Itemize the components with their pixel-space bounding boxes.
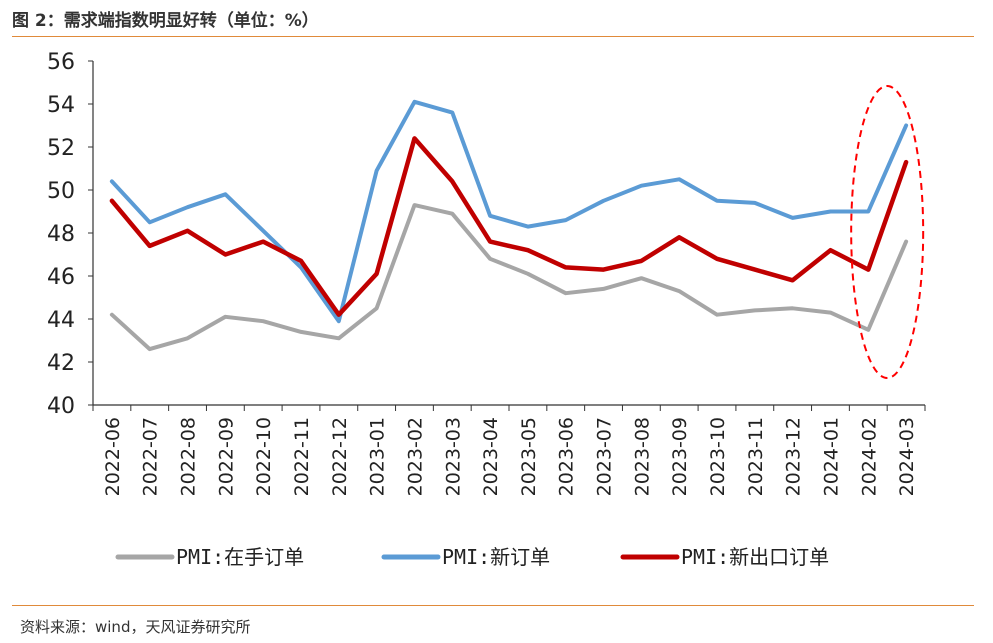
x-tick-label: 2022-10 <box>253 417 275 496</box>
y-tick-label: 56 <box>47 50 75 75</box>
x-tick-label: 2023-01 <box>367 417 389 496</box>
y-tick-label: 48 <box>47 222 75 247</box>
x-tick-label: 2023-02 <box>404 417 426 496</box>
legend-label-3: PMI:新出口订单 <box>681 545 829 569</box>
y-tick-label: 42 <box>47 351 75 376</box>
x-tick-label: 2023-10 <box>707 417 729 496</box>
series-line-1 <box>109 203 909 352</box>
y-tick-label: 52 <box>47 136 75 161</box>
chart-axes: 40 42 44 46 48 50 52 54 56 2022-06 2022-07 2022-08 2… <box>47 50 926 496</box>
series-line-2 <box>109 99 909 324</box>
y-tick-label: 54 <box>47 93 75 118</box>
legend-label-2: PMI:新订单 <box>442 545 550 569</box>
x-tick-label: 2022-06 <box>102 417 124 496</box>
x-tick-label: 2022-11 <box>291 417 313 496</box>
x-tick-label: 2023-03 <box>442 417 464 496</box>
x-tick-label: 2023-05 <box>518 417 540 496</box>
y-tick-label: 40 <box>47 394 75 419</box>
y-tick-label: 44 <box>47 308 75 333</box>
figure-title: 图 2：需求端指数明显好转（单位：%） <box>12 11 319 31</box>
x-tick-label: 2022-07 <box>140 417 162 496</box>
y-tick-label: 50 <box>47 179 75 204</box>
x-tick-label: 2024-01 <box>820 417 842 496</box>
x-tick-label: 2023-12 <box>783 417 805 496</box>
x-tick-label: 2023-07 <box>594 417 616 496</box>
x-tick-label: 2023-08 <box>631 417 653 496</box>
x-tick-label: 2022-12 <box>329 417 351 496</box>
series-line-3 <box>109 136 909 317</box>
x-tick-label: 2023-04 <box>480 417 502 496</box>
y-tick-label: 46 <box>47 265 75 290</box>
x-tick-label: 2023-06 <box>556 417 578 496</box>
highlight-ellipse <box>850 85 925 379</box>
source-note: 资料来源：wind，天风证券研究所 <box>20 618 251 636</box>
legend-label-1: PMI:在手订单 <box>176 545 304 569</box>
x-tick-label: 2024-03 <box>896 417 918 496</box>
x-tick-label: 2022-08 <box>178 417 200 496</box>
chart-annotation <box>850 85 925 379</box>
x-tick-label: 2023-11 <box>745 417 767 496</box>
source-divider <box>12 605 974 606</box>
x-tick-label: 2024-02 <box>858 417 880 496</box>
chart-legend: PMI:在手订单 PMI:新订单 PMI:新出口订单 <box>115 545 829 569</box>
x-tick-label: 2022-09 <box>215 417 237 496</box>
chart-series <box>109 99 909 352</box>
title-divider <box>12 36 974 37</box>
x-tick-label: 2023-09 <box>669 417 691 496</box>
